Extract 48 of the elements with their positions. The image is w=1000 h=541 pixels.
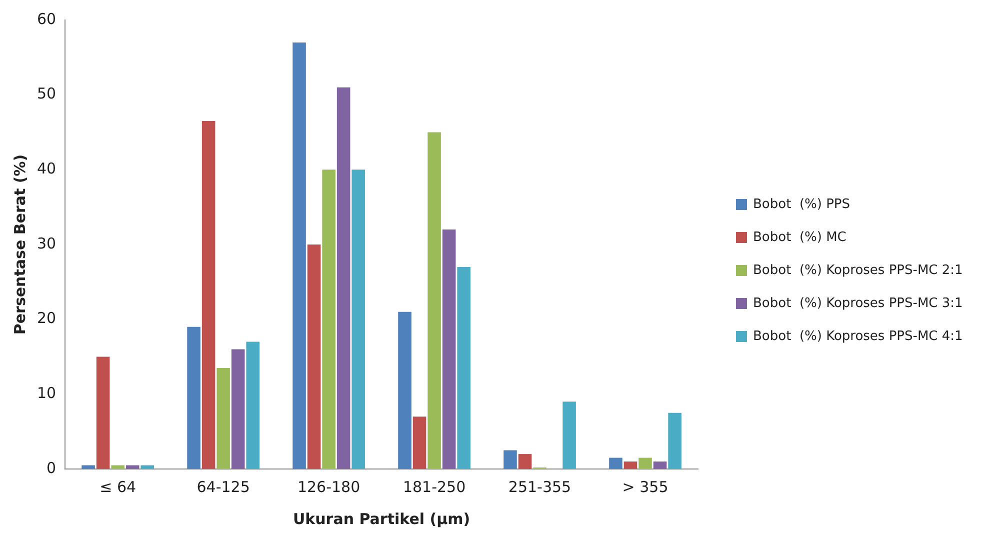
- x-tick-label: ≤ 64: [100, 478, 136, 496]
- bar: [653, 462, 667, 469]
- legend-label: Bobot (%) Koproses PPS-MC 3:1: [753, 296, 963, 311]
- legend-label: Bobot (%) Koproses PPS-MC 2:1: [753, 263, 963, 278]
- bar: [322, 170, 336, 469]
- bar: [609, 458, 622, 469]
- y-tick-label: 50: [36, 84, 56, 103]
- bar: [336, 87, 350, 469]
- bar: [111, 465, 124, 469]
- y-tick-label: 60: [36, 10, 56, 28]
- bar: [428, 132, 441, 469]
- x-tick-label: 64-125: [196, 478, 250, 496]
- bar: [246, 342, 260, 469]
- y-axis-title: Persentase Berat (%): [10, 154, 29, 335]
- x-axis-title: Ukuran Partikel (μm): [292, 510, 470, 528]
- bar: [216, 368, 230, 469]
- x-tick-label: > 355: [622, 478, 668, 496]
- y-tick-label: 20: [36, 309, 56, 328]
- bar: [140, 465, 154, 469]
- y-tick-label: 30: [36, 234, 56, 252]
- x-tick-label: 251-355: [508, 478, 572, 496]
- y-tick-label: 10: [36, 384, 56, 402]
- bar: [504, 450, 517, 469]
- x-tick-label: 126-180: [297, 478, 360, 496]
- bar: [352, 170, 365, 469]
- bar: [187, 326, 200, 469]
- bar: [96, 356, 110, 469]
- bar: [668, 412, 682, 469]
- legend-label: Bobot (%) Koproses PPS-MC 4:1: [753, 329, 963, 344]
- x-tick-label: 181-250: [402, 478, 466, 496]
- bar: [292, 42, 306, 469]
- bar: [442, 230, 456, 469]
- y-tick-label: 0: [46, 458, 56, 477]
- bar: [457, 266, 470, 469]
- bar: [126, 465, 140, 469]
- legend-label: Bobot (%) PPS: [753, 197, 850, 212]
- bar: [202, 121, 216, 469]
- bar: [412, 416, 426, 469]
- bar: [562, 402, 576, 469]
- bar: [624, 462, 638, 469]
- legend-label: Bobot (%) MC: [753, 230, 846, 245]
- bar: [398, 312, 412, 469]
- bar: [638, 458, 652, 469]
- bar: [231, 349, 245, 469]
- bar: [518, 454, 532, 469]
- bar: [307, 244, 321, 469]
- y-tick-label: 40: [36, 160, 56, 178]
- bar: [82, 465, 95, 469]
